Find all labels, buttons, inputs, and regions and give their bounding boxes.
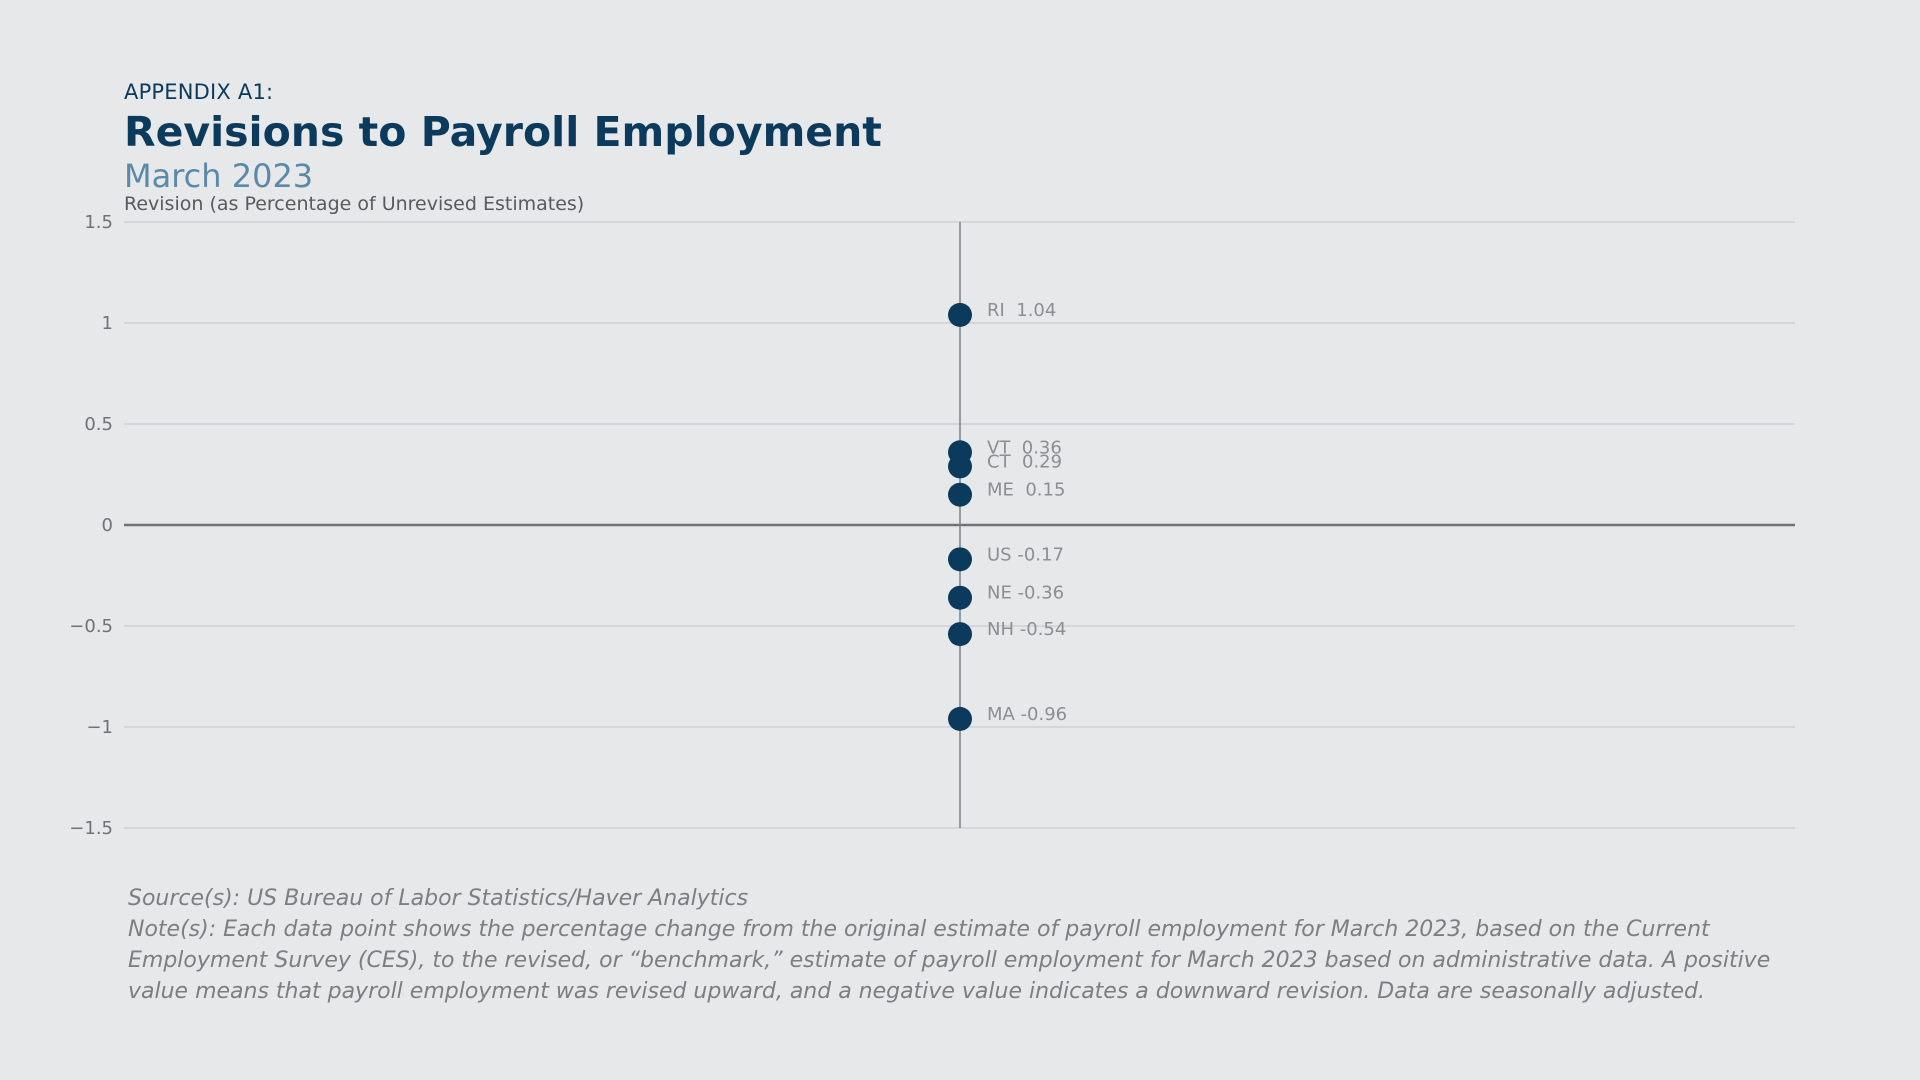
y-tick-label: 0.5 <box>84 414 113 435</box>
data-label-nh: NH -0.54 <box>987 619 1066 640</box>
chart-footer: Source(s): US Bureau of Labor Statistics… <box>128 883 1788 1007</box>
y-tick-label: 0 <box>102 515 113 536</box>
y-tick-label: 1 <box>102 313 113 334</box>
y-tick-label: −1.5 <box>69 818 113 839</box>
data-point-ma <box>948 706 972 731</box>
y-tick-label: 1.5 <box>84 212 113 233</box>
chart-title: Revisions to Payroll Employment <box>124 108 882 156</box>
data-label-ne: NE -0.36 <box>987 583 1064 604</box>
data-point-us <box>948 547 972 572</box>
data-point-me <box>948 482 972 507</box>
data-label-ri: RI 1.04 <box>987 300 1056 321</box>
y-tick-label: −1 <box>86 717 113 738</box>
y-axis-label: Revision (as Percentage of Unrevised Est… <box>124 193 585 215</box>
source-note: Source(s): US Bureau of Labor Statistics… <box>128 886 749 911</box>
chart-subtitle: March 2023 <box>124 157 314 195</box>
chart-header: APPENDIX A1: Revisions to Payroll Employ… <box>124 78 882 196</box>
data-label-me: ME 0.15 <box>987 480 1065 501</box>
data-point-nh <box>948 622 972 647</box>
data-point-ct <box>948 454 972 479</box>
y-tick-label: −0.5 <box>69 616 113 637</box>
data-label-ma: MA -0.96 <box>987 704 1067 725</box>
appendix-label: APPENDIX A1: <box>124 80 274 104</box>
data-label-vt: VT 0.36 <box>987 437 1062 458</box>
data-point-ne <box>948 585 972 610</box>
data-label-ct: CT 0.29 <box>987 451 1062 472</box>
data-point-ri <box>948 302 972 327</box>
explanatory-note: Note(s): Each data point shows the perce… <box>128 917 1771 1004</box>
data-label-us: US -0.17 <box>987 544 1064 565</box>
